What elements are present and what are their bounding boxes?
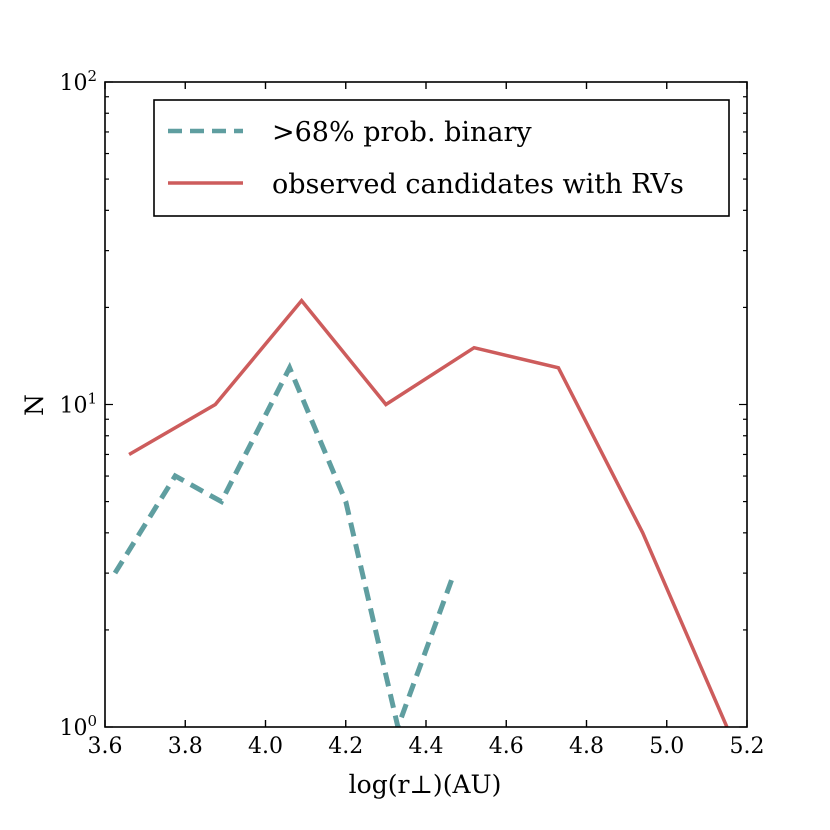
series-line-1	[128, 297, 729, 727]
legend: >68% prob. binary observed candidates wi…	[153, 99, 730, 217]
x-tick-labels: 3.6 3.8 4.0 4.2 4.4 4.6 4.8 5.0 5.2	[88, 734, 765, 759]
x-tick-label: 4.2	[328, 734, 363, 759]
y-tick-label: 100	[59, 712, 97, 741]
x-axis-title-text: log(r⊥)(AU)	[349, 770, 502, 799]
x-tick-label: 4.8	[569, 734, 604, 759]
x-tick-label: 5.0	[649, 734, 684, 759]
x-tick-label: 3.6	[88, 734, 123, 759]
legend-label-binary: >68% prob. binary	[272, 117, 532, 148]
x-tick-label: 3.8	[168, 734, 203, 759]
x-tick-label: 4.6	[489, 734, 524, 759]
legend-label-observed: observed candidates with RVs	[272, 169, 684, 200]
y-tick-label: 102	[59, 67, 97, 96]
x-tick-label: 4.0	[248, 734, 283, 759]
x-tick-label: 5.2	[730, 734, 765, 759]
series-layer	[112, 297, 729, 727]
plot-frame	[104, 81, 748, 728]
x-axis-title: log(r⊥)(AU)	[349, 770, 502, 799]
y-tick-labels: 100 101 102	[59, 67, 97, 741]
y-tick-label: 101	[59, 390, 97, 419]
series-line-0	[112, 361, 457, 727]
y-axis-title: N	[20, 394, 49, 416]
x-tick-label: 4.4	[409, 734, 444, 759]
legend-box	[153, 99, 730, 217]
